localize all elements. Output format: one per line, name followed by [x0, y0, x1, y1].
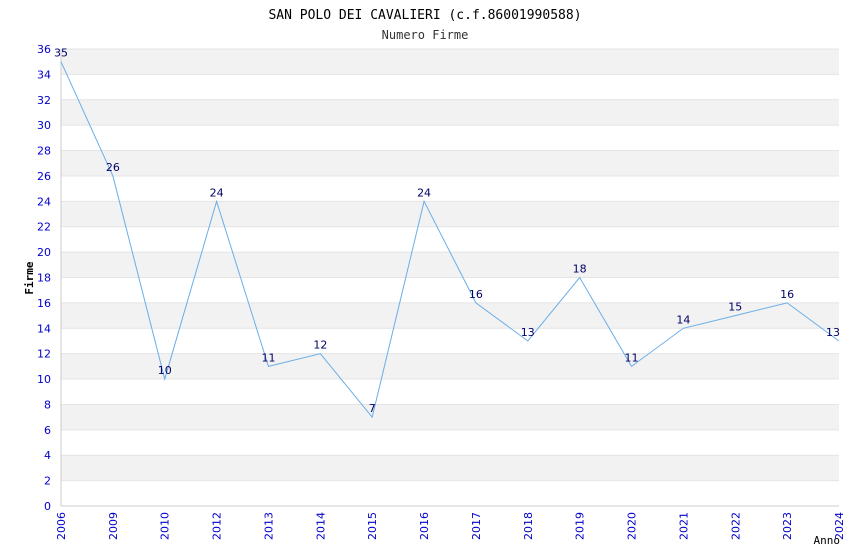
x-tick-label: 2013 [262, 512, 275, 540]
y-tick-label: 14 [37, 322, 51, 335]
x-tick-label: 2021 [677, 512, 690, 540]
data-label: 10 [158, 364, 172, 377]
y-tick-label: 24 [37, 195, 51, 208]
series-line [60, 61, 840, 419]
data-label: 13 [826, 326, 840, 339]
data-label: 24 [210, 186, 224, 199]
chart-subtitle: Numero Firme [382, 28, 469, 42]
y-tick-label: 6 [44, 424, 51, 437]
data-label: 35 [54, 47, 68, 60]
y-tick-label: 34 [37, 68, 51, 81]
x-tick-label: 2024 [833, 512, 846, 540]
x-tick-label: 2023 [781, 512, 794, 540]
chart-title: SAN POLO DEI CAVALIERI (c.f.86001990588) [268, 8, 581, 23]
x-tick-label: 2015 [366, 512, 379, 540]
x-tick-label: 2010 [159, 512, 172, 540]
x-tick-label: 2019 [574, 512, 587, 540]
grid-band [61, 49, 839, 75]
y-tick-label: 2 [44, 475, 51, 488]
x-axis-label: Anno [814, 534, 841, 547]
data-label: 7 [369, 402, 376, 415]
x-tick-label: 2006 [55, 512, 68, 540]
data-label: 16 [780, 288, 794, 301]
x-tick-label: 2012 [211, 512, 224, 540]
y-tick-label: 28 [37, 145, 51, 158]
data-label: 18 [573, 263, 587, 276]
data-label: 16 [469, 288, 483, 301]
y-tick-label: 8 [44, 398, 51, 411]
data-label: 12 [313, 339, 327, 352]
grid-band [61, 302, 839, 329]
y-tick-label: 20 [37, 246, 51, 259]
y-tick-label: 18 [37, 272, 51, 285]
y-tick-label: 12 [37, 348, 51, 361]
x-tick-label: 2018 [522, 512, 535, 540]
grid-band [61, 150, 839, 176]
y-tick-label: 0 [44, 500, 51, 513]
data-label: 13 [521, 326, 535, 339]
x-tick-labels: 2006 2009 2010 2012 2013 2014 2015 2016 2017 2018… [55, 512, 846, 540]
grid-band [61, 99, 839, 126]
y-tick-label: 36 [37, 43, 51, 56]
x-tick-label: 2017 [470, 512, 483, 540]
y-tick-label: 26 [37, 170, 51, 183]
data-label: 14 [676, 313, 690, 326]
grid-band [61, 252, 839, 278]
y-tick-label: 4 [44, 449, 51, 462]
y-tick-label: 30 [37, 119, 51, 132]
x-tick-label: 2014 [314, 512, 327, 540]
data-label: 15 [728, 301, 742, 314]
data-label: 11 [261, 351, 275, 364]
data-label: 11 [625, 351, 639, 364]
grid-band [61, 353, 839, 380]
x-tick-label: 2016 [418, 512, 431, 540]
y-tick-label: 22 [37, 221, 51, 234]
y-tick-label: 10 [37, 373, 51, 386]
data-label: 24 [417, 186, 431, 199]
grid-band [61, 455, 839, 481]
y-axis-label: Firme [23, 261, 36, 294]
x-tick-label: 2020 [626, 512, 639, 540]
grid-bands [61, 49, 839, 481]
data-label: 26 [106, 161, 120, 174]
data-labels: 35 26 10 24 11 12 7 24 16 13 18 11 14 15 16 13 [54, 47, 840, 415]
grid-band [61, 201, 839, 227]
grid-band [61, 404, 839, 430]
y-tick-label: 32 [37, 94, 51, 107]
x-tick-label: 2009 [107, 512, 120, 540]
y-tick-label: 16 [37, 297, 51, 310]
grid-lines [61, 48, 839, 507]
x-tick-label: 2022 [729, 512, 742, 540]
